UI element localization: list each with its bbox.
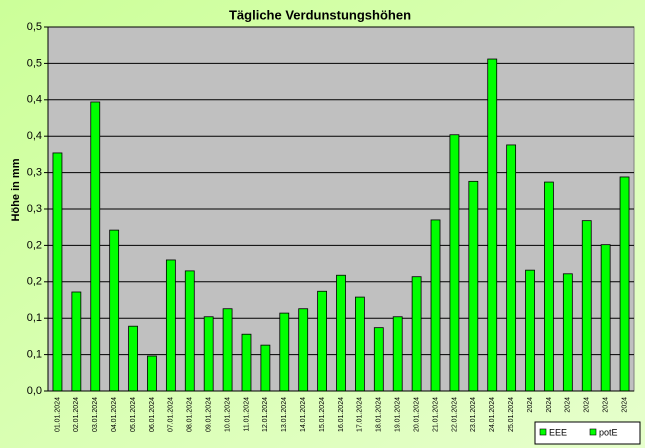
x-tick-label: 22.01.2024: [451, 397, 458, 432]
x-tick-label: 13.01.2024: [281, 397, 288, 432]
x-tick-label: 20.01.2024: [413, 397, 420, 432]
x-tick-label: 2024: [602, 397, 609, 413]
bar: [525, 269, 535, 392]
x-tick-label: 05.01.2024: [130, 397, 137, 432]
x-tick-label: 14.01.2024: [300, 397, 307, 432]
bar: [109, 229, 120, 392]
x-tick-label: 2024: [621, 397, 628, 413]
x-tick-label: 01.01.2024: [54, 397, 61, 432]
x-tick-label: 09.01.2024: [206, 397, 213, 432]
legend-swatch: [589, 428, 597, 436]
bar: [373, 327, 384, 392]
x-tick-label: 12.01.2024: [262, 397, 269, 432]
x-tick-label: 15.01.2024: [319, 397, 326, 432]
x-tick-label: 2024: [565, 397, 572, 413]
bar: [165, 259, 176, 392]
bar: [355, 296, 365, 392]
x-tick-label: 21.01.2024: [432, 397, 439, 432]
y-tick-label: 0,1: [27, 312, 42, 324]
bar: [600, 244, 611, 392]
x-tick-label: 07.01.2024: [168, 397, 175, 432]
x-tick-label: 2024: [546, 397, 553, 413]
y-tick-label: 0,5: [27, 57, 42, 69]
bar: [487, 58, 498, 392]
y-tick-label: 0,1: [27, 349, 42, 361]
bar: [544, 181, 554, 392]
bar: [128, 325, 138, 392]
x-tick-label: 06.01.2024: [149, 397, 156, 432]
x-tick-label: 17.01.2024: [357, 397, 364, 432]
x-tick-label: 08.01.2024: [187, 397, 194, 432]
x-tick-label: 23.01.2024: [470, 397, 477, 432]
bar: [90, 101, 101, 392]
bar: [222, 308, 233, 392]
legend: [534, 421, 641, 445]
x-tick-label: 03.01.2024: [92, 397, 99, 432]
bar: [279, 312, 290, 392]
y-axis-label: Höhe in mm: [10, 158, 22, 221]
bar: [317, 290, 327, 392]
x-tick-label: 2024: [527, 397, 534, 413]
x-tick-label: 10.01.2024: [224, 397, 231, 432]
bar: [147, 355, 157, 392]
bar: [298, 308, 309, 392]
x-tick-label: 25.01.2024: [508, 397, 515, 432]
bar: [581, 220, 592, 392]
bar: [203, 316, 214, 392]
x-tick-label: 2024: [584, 397, 591, 413]
legend-swatch: [539, 428, 547, 436]
bar: [411, 276, 422, 392]
bar: [260, 344, 271, 392]
x-tick-label: 11.01.2024: [243, 397, 250, 432]
y-tick-label: 0,5: [27, 21, 42, 33]
legend-label: potE: [599, 427, 618, 437]
x-tick-label: 24.01.2024: [489, 397, 496, 432]
chart-title: Tägliche Verdunstungshöhen: [229, 7, 411, 22]
bar: [619, 176, 630, 392]
y-tick-label: 0,3: [27, 203, 42, 215]
bar: [336, 274, 346, 392]
bar: [506, 144, 517, 392]
x-tick-label: 18.01.2024: [376, 397, 383, 432]
x-tick-label: 02.01.2024: [73, 397, 80, 432]
bar: [392, 316, 403, 392]
bar: [71, 291, 82, 392]
bar: [468, 180, 479, 392]
y-tick-label: 0,2: [27, 239, 42, 251]
y-tick-label: 0,3: [27, 167, 42, 179]
bar: [430, 219, 441, 392]
x-tick-label: 19.01.2024: [395, 397, 402, 432]
bar: [449, 134, 460, 392]
legend-label: EEE: [549, 427, 567, 437]
bar: [52, 152, 63, 392]
bar: [184, 270, 195, 392]
x-tick-label: 16.01.2024: [338, 397, 345, 432]
x-tick-label: 04.01.2024: [111, 397, 118, 432]
y-tick-label: 0,0: [27, 385, 42, 397]
bar: [241, 333, 252, 392]
y-tick-label: 0,4: [27, 130, 42, 142]
y-tick-label: 0,2: [27, 276, 42, 288]
bar: [562, 273, 573, 392]
y-tick-label: 0,4: [27, 94, 42, 106]
